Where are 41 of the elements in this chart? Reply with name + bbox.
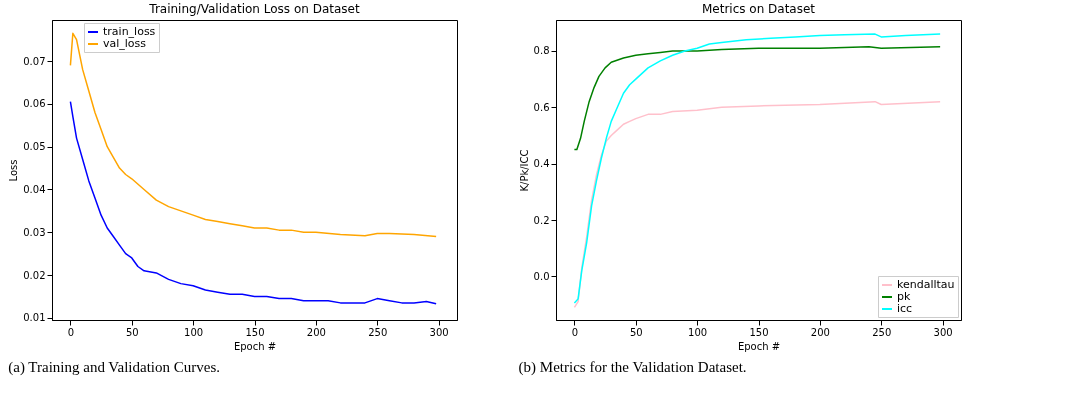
y-tick-label: 0.02 — [23, 269, 46, 281]
y-tick-label: 0.6 — [533, 101, 550, 113]
text: (b) Metrics for the Validation Dataset. — [518, 358, 747, 376]
y-axis-title: Loss — [8, 159, 20, 182]
y-tick-label: 0.04 — [23, 183, 46, 195]
x-tick-label: 250 — [368, 326, 388, 338]
x-tick-label: 150 — [749, 326, 769, 338]
x-axis-title: Epoch # — [233, 340, 277, 352]
y-tick-label: 0.2 — [533, 214, 550, 226]
x-tick-label: 50 — [629, 326, 643, 338]
x-tick-label: 100 — [184, 326, 204, 338]
legend-label: kendalltau — [897, 278, 955, 291]
legend-label: train_loss — [103, 25, 156, 38]
x-axis-title: Epoch # — [737, 340, 781, 352]
x-tick-label: 300 — [933, 326, 953, 338]
legend-label: icc — [897, 302, 913, 315]
y-tick-label: 0.06 — [23, 98, 46, 110]
text: (a) Training and Validation Curves. — [8, 358, 221, 376]
x-tick-label: 50 — [125, 326, 139, 338]
chart-title: Metrics on Dataset — [701, 2, 816, 16]
y-tick-label: 0.4 — [533, 158, 550, 170]
x-tick-label: 0 — [67, 326, 75, 338]
line-series — [69, 100, 437, 305]
x-tick-label: 200 — [810, 326, 830, 338]
legend-label: val_loss — [103, 37, 147, 50]
x-tick-label: 250 — [872, 326, 892, 338]
line-series — [573, 46, 941, 151]
x-tick-label: 100 — [688, 326, 708, 338]
x-tick-label: 200 — [306, 326, 326, 338]
x-tick-label: 150 — [245, 326, 265, 338]
x-tick-label: 300 — [429, 326, 449, 338]
legend-label: pk — [897, 290, 911, 303]
y-tick-label: 0.8 — [533, 45, 550, 57]
y-tick-label: 0.05 — [23, 141, 46, 153]
y-tick-label: 0.03 — [23, 226, 46, 238]
y-tick-label: 0.07 — [23, 55, 46, 67]
y-tick-label: 0.01 — [23, 312, 46, 324]
y-axis-title: K/Pk/ICC — [518, 149, 530, 192]
y-tick-label: 0.0 — [533, 270, 550, 282]
x-tick-label: 0 — [571, 326, 579, 338]
chart-title: Training/Validation Loss on Dataset — [148, 2, 360, 16]
